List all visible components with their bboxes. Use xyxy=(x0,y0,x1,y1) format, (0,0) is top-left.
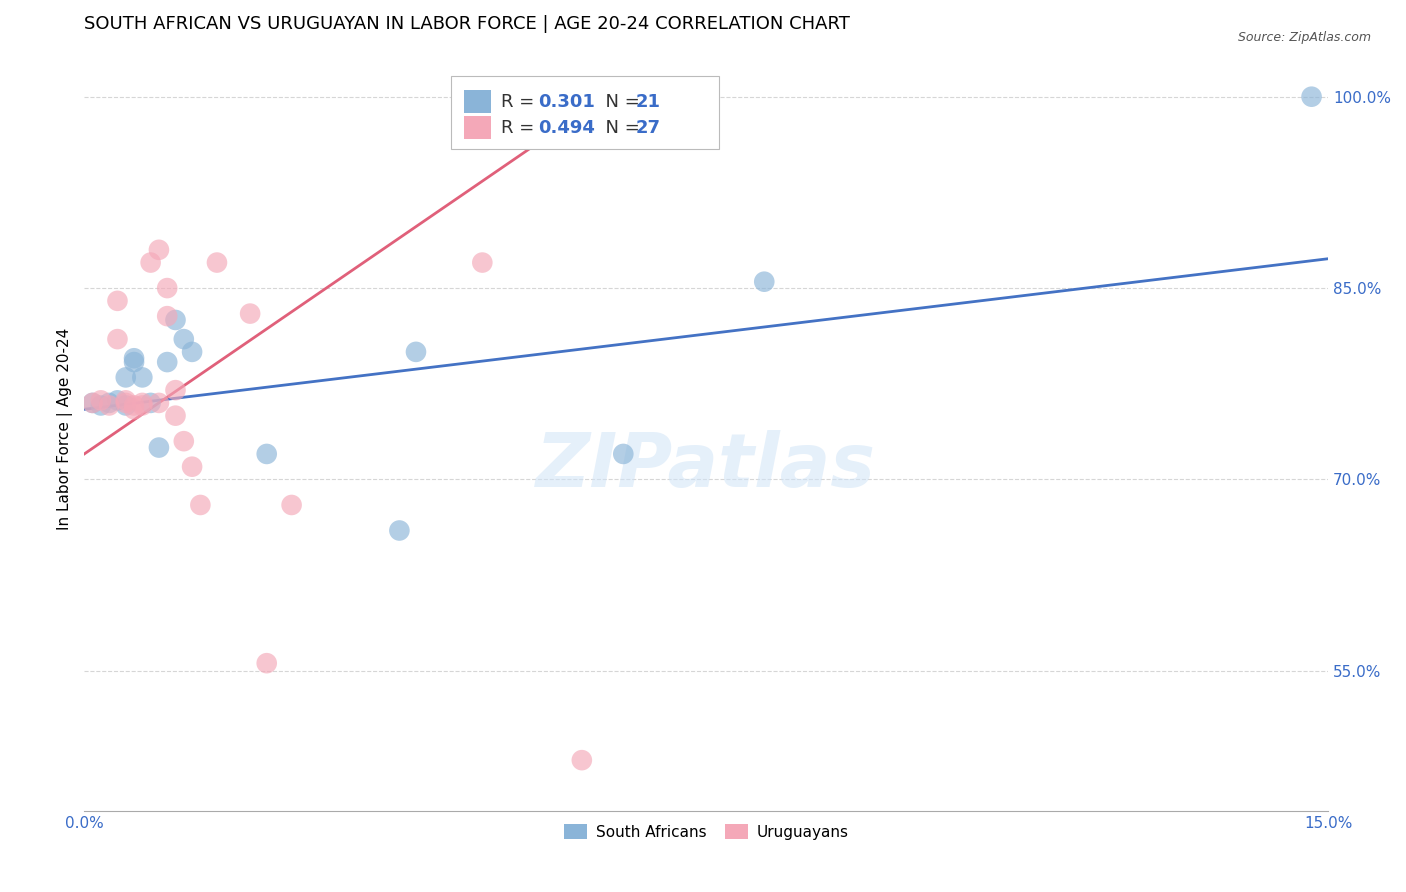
Bar xyxy=(464,116,491,139)
Point xyxy=(90,393,112,408)
Point xyxy=(114,393,136,408)
Text: 0.494: 0.494 xyxy=(538,119,595,136)
Point xyxy=(471,255,494,269)
Point xyxy=(173,434,195,449)
Point xyxy=(98,399,121,413)
Point xyxy=(571,753,593,767)
Point xyxy=(114,399,136,413)
Point xyxy=(205,255,228,269)
FancyBboxPatch shape xyxy=(451,77,718,149)
Point xyxy=(156,309,179,323)
Point xyxy=(122,351,145,366)
Point xyxy=(139,396,162,410)
Point xyxy=(388,524,411,538)
Point xyxy=(165,409,187,423)
Point xyxy=(165,383,187,397)
Point xyxy=(122,402,145,417)
Text: 21: 21 xyxy=(636,93,661,111)
Point xyxy=(131,396,153,410)
Text: SOUTH AFRICAN VS URUGUAYAN IN LABOR FORCE | AGE 20-24 CORRELATION CHART: SOUTH AFRICAN VS URUGUAYAN IN LABOR FORC… xyxy=(84,15,851,33)
Text: ZIPatlas: ZIPatlas xyxy=(536,430,876,503)
Bar xyxy=(464,90,491,113)
Point xyxy=(754,275,776,289)
Text: 0.301: 0.301 xyxy=(538,93,595,111)
Y-axis label: In Labor Force | Age 20-24: In Labor Force | Age 20-24 xyxy=(58,327,73,530)
Text: N =: N = xyxy=(595,119,645,136)
Point xyxy=(82,396,104,410)
Point xyxy=(239,307,262,321)
Point xyxy=(107,393,129,408)
Point xyxy=(131,370,153,384)
Point xyxy=(181,459,204,474)
Point xyxy=(148,396,170,410)
Point xyxy=(181,344,204,359)
Text: 27: 27 xyxy=(636,119,661,136)
Point xyxy=(107,293,129,308)
Point xyxy=(280,498,302,512)
Point xyxy=(122,399,145,413)
Point xyxy=(148,243,170,257)
Point xyxy=(156,355,179,369)
Point xyxy=(114,396,136,410)
Point xyxy=(90,399,112,413)
Point xyxy=(139,255,162,269)
Point xyxy=(612,447,634,461)
Point xyxy=(1301,89,1323,103)
Text: N =: N = xyxy=(595,93,645,111)
Point xyxy=(405,344,427,359)
Point xyxy=(131,399,153,413)
Point xyxy=(165,313,187,327)
Point xyxy=(256,656,278,670)
Text: R =: R = xyxy=(501,119,540,136)
Point xyxy=(98,396,121,410)
Text: R =: R = xyxy=(501,93,540,111)
Point xyxy=(256,447,278,461)
Legend: South Africans, Uruguayans: South Africans, Uruguayans xyxy=(558,817,855,846)
Point xyxy=(122,355,145,369)
Point xyxy=(148,441,170,455)
Point xyxy=(114,370,136,384)
Text: Source: ZipAtlas.com: Source: ZipAtlas.com xyxy=(1237,31,1371,45)
Point xyxy=(107,332,129,346)
Point xyxy=(173,332,195,346)
Point xyxy=(156,281,179,295)
Point xyxy=(190,498,212,512)
Point xyxy=(82,396,104,410)
